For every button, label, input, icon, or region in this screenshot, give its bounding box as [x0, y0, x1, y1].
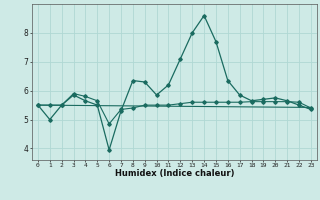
X-axis label: Humidex (Indice chaleur): Humidex (Indice chaleur)	[115, 169, 234, 178]
